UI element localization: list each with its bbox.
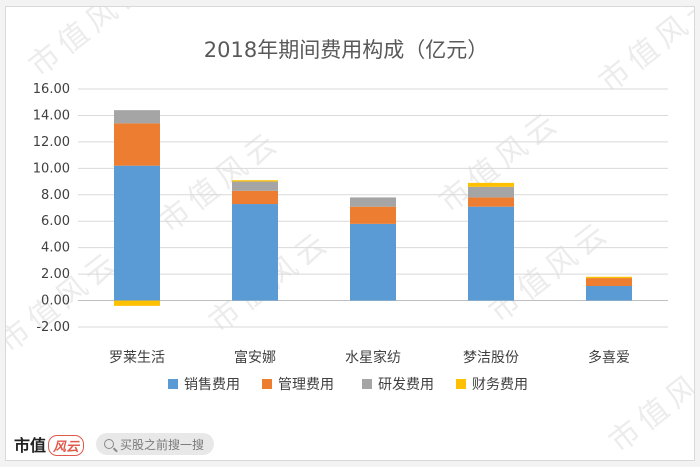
x-category-label: 多喜爱 bbox=[588, 349, 630, 366]
bar-segment bbox=[232, 190, 278, 205]
footer: 市值 风云 买股之前搜一搜 bbox=[14, 432, 215, 456]
bar-segment bbox=[114, 300, 160, 306]
bars bbox=[114, 110, 632, 306]
search-input[interactable]: 买股之前搜一搜 bbox=[96, 433, 215, 455]
bar-segment bbox=[350, 197, 396, 207]
legend: 销售费用 管理费用 研发费用 财务费用 bbox=[168, 377, 528, 393]
bar-segment bbox=[114, 110, 160, 124]
search-icon bbox=[104, 439, 115, 449]
bar-segment bbox=[468, 206, 514, 301]
y-tick-label: 12.00 bbox=[33, 135, 70, 150]
legend-swatch bbox=[262, 379, 272, 389]
y-tick-label: 2.00 bbox=[41, 267, 70, 282]
x-category-label: 梦洁股份 bbox=[463, 350, 519, 366]
y-tick-label: 8.00 bbox=[41, 188, 70, 203]
bar-segment bbox=[350, 206, 396, 224]
y-tick-label: 16.00 bbox=[33, 82, 70, 97]
y-tick-label: -2.00 bbox=[36, 320, 70, 335]
y-tick-label: 0.00 bbox=[41, 294, 70, 309]
bar-segment bbox=[232, 180, 278, 182]
y-tick-label: 10.00 bbox=[33, 161, 70, 176]
legend-label: 财务费用 bbox=[472, 377, 528, 393]
bar-segment bbox=[586, 286, 632, 301]
brand-logo: 市值 风云 bbox=[14, 432, 85, 456]
y-tick-label: 14.00 bbox=[33, 108, 70, 123]
bar-segment bbox=[232, 181, 278, 191]
bar-segment bbox=[586, 278, 632, 287]
bar-segment bbox=[232, 204, 278, 301]
y-tick-label: 6.00 bbox=[41, 214, 70, 229]
legend-swatch bbox=[362, 379, 372, 389]
legend-label: 研发费用 bbox=[378, 377, 434, 393]
stacked-bar-chart: 2018年期间费用构成（亿元） -2.00 0.00 2.00 4.00 6.00 8.0… bbox=[33, 38, 668, 393]
y-axis-ticks: -2.00 0.00 2.00 4.00 6.00 8.00 10.00 12.00 14.00… bbox=[33, 82, 70, 335]
x-category-label: 水星家纺 bbox=[345, 349, 401, 366]
search-placeholder: 买股之前搜一搜 bbox=[120, 437, 205, 452]
legend-label: 销售费用 bbox=[184, 377, 240, 393]
chart-title: 2018年期间费用构成（亿元） bbox=[204, 38, 488, 62]
x-axis-categories: 罗莱生活 富安娜 水星家纺 梦洁股份 多喜爱 bbox=[109, 349, 630, 366]
x-category-label: 罗莱生活 bbox=[109, 350, 165, 366]
legend-swatch bbox=[456, 379, 466, 389]
y-tick-label: 4.00 bbox=[41, 241, 70, 256]
bar-segment bbox=[586, 276, 632, 279]
bar-segment bbox=[350, 223, 396, 301]
bar-segment bbox=[468, 186, 514, 198]
bar-segment bbox=[468, 197, 514, 207]
chart-card: 市值风云 市值风云 市值风云 市值风云 市值风云 市值风云 市值风云 市值风云 … bbox=[5, 6, 695, 461]
bar-segment bbox=[114, 123, 160, 166]
legend-label: 管理费用 bbox=[278, 377, 334, 393]
legend-swatch bbox=[168, 379, 178, 389]
bar-segment bbox=[114, 165, 160, 301]
bar-segment bbox=[468, 182, 514, 187]
x-category-label: 富安娜 bbox=[234, 349, 276, 366]
